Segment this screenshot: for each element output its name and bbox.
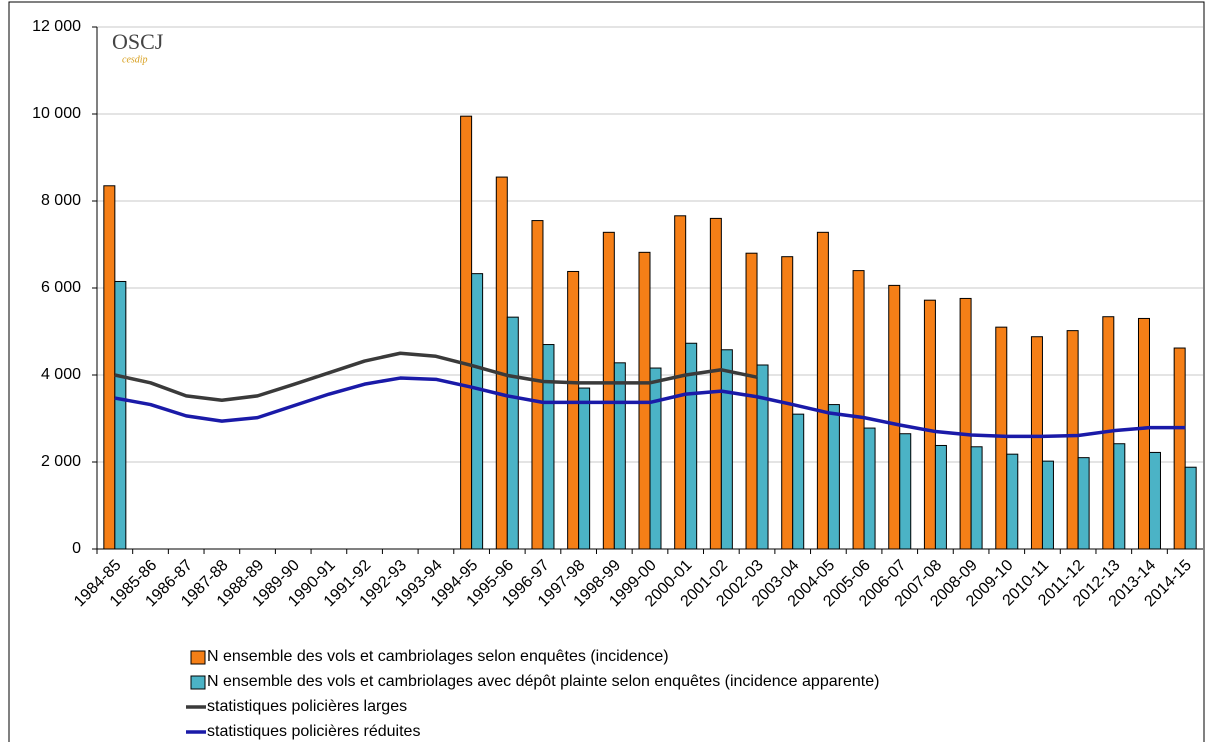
logo: OSCJ [112,29,164,54]
legend-swatch [190,650,206,665]
frame [8,1,1205,747]
bar [1006,453,1019,550]
bar [923,299,936,550]
bar [674,215,687,550]
bar [531,220,544,550]
bar [720,349,733,550]
legend-label: N ensemble des vols et cambriolages selo… [207,648,669,665]
line [114,351,758,402]
legend-swatch [190,675,206,690]
bar [567,270,580,550]
legend-label: N ensemble des vols et cambriolages avec… [207,673,879,690]
bar [1041,460,1054,550]
bar [959,297,972,550]
y-tick-label: 0 [72,540,81,557]
bar [899,433,912,550]
legend-label: statistiques policières réduites [207,723,420,740]
bar [1137,317,1150,550]
bar [460,115,473,550]
bar [970,446,983,550]
bar [542,344,555,550]
bar [995,326,1008,550]
bar [756,364,769,550]
bar [1173,347,1186,550]
bar [792,413,805,550]
y-tick-label: 6 000 [41,279,81,296]
bar [816,231,829,550]
bar [649,367,662,550]
y-tick-label: 8 000 [41,192,81,209]
bar [613,362,626,550]
y-tick-label: 10 000 [32,105,81,122]
y-tick-label: 2 000 [41,453,81,470]
bar [934,444,947,550]
y-tick-label: 12 000 [32,18,81,35]
bar [852,270,865,550]
bar [1184,466,1197,550]
bar [1030,336,1043,550]
bar [471,273,484,550]
bar [1113,443,1126,550]
bar [103,185,116,550]
bar [506,316,519,550]
bar [888,284,901,550]
line [114,376,1186,439]
bar [709,217,722,550]
legend-label: statistiques policières larges [207,698,407,715]
bar [114,280,127,550]
y-tick-label: 4 000 [41,366,81,383]
bar [1148,451,1161,550]
bar [685,342,698,550]
bar [602,231,615,550]
bar [495,176,508,550]
logo-sub: cesdip [122,54,148,65]
bar [745,252,758,550]
bar [578,387,591,550]
bar [1077,457,1090,550]
bar [827,404,840,550]
bar [1066,330,1079,550]
bar [863,427,876,550]
